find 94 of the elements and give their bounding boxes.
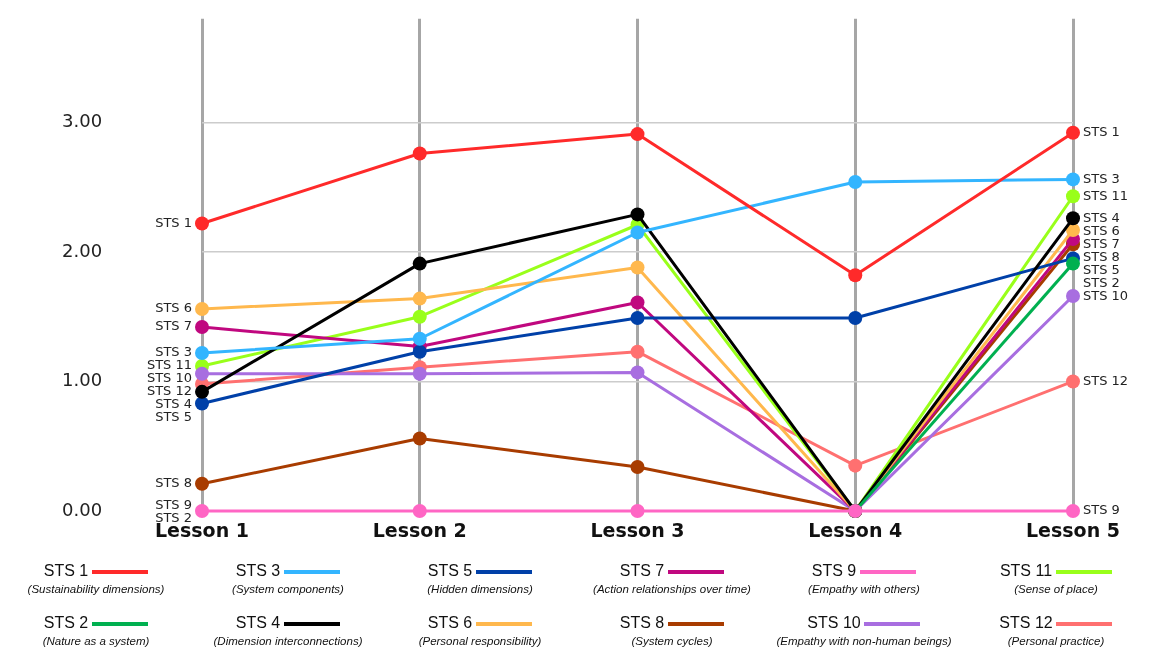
legend-label: STS 8	[619, 614, 665, 632]
legend-label: STS 10	[807, 614, 861, 632]
annotation: STS 4	[1083, 209, 1120, 225]
annotation: STS 6	[1083, 222, 1120, 238]
annotation: STS 7	[155, 318, 192, 334]
annotation: STS 11	[1083, 187, 1129, 203]
point	[195, 504, 209, 518]
point	[848, 175, 863, 189]
annotation: STS 8	[1083, 248, 1120, 264]
legend-label: STS 4	[235, 614, 281, 632]
text: (Nature as a system)	[42, 635, 150, 647]
point	[195, 301, 209, 316]
point	[630, 207, 645, 222]
y-tick-label: 2.00	[62, 239, 103, 261]
point	[195, 384, 209, 399]
point	[630, 365, 645, 380]
x-tick-label: Lesson 4	[808, 519, 903, 542]
legend-label: STS 2	[43, 614, 89, 632]
y-tick-label: 3.00	[62, 110, 103, 132]
x-tick-label: Lesson 3	[590, 519, 685, 542]
annotation: STS 10	[146, 370, 192, 386]
annotation: STS 11	[146, 357, 192, 373]
point	[630, 344, 645, 359]
point	[195, 366, 209, 381]
point	[1066, 211, 1080, 226]
point	[630, 459, 645, 474]
x-tick-label: Lesson 2	[372, 519, 467, 542]
y-tick-label: 1.00	[62, 369, 103, 391]
legend-label: STS 12	[999, 614, 1053, 632]
annotation: STS 4	[155, 396, 192, 412]
annotation: STS 5	[1083, 261, 1120, 277]
annotation: STS 5	[155, 409, 192, 425]
text: (System components)	[232, 583, 344, 595]
point	[412, 504, 427, 518]
point	[1066, 256, 1080, 271]
point	[630, 127, 645, 142]
point	[195, 476, 209, 491]
legend-label: STS 1	[43, 562, 89, 580]
text: (Empathy with non-human beings)	[776, 635, 952, 647]
legend-label: STS 5	[427, 562, 473, 580]
point	[1066, 189, 1080, 204]
text: (Action relationships over time)	[593, 583, 751, 595]
text: (Personal practice)	[1007, 635, 1105, 647]
annotation: STS 9	[155, 497, 192, 513]
point	[630, 295, 645, 310]
text: (System cycles)	[631, 635, 713, 647]
point	[195, 320, 209, 335]
point	[1066, 172, 1080, 187]
point	[848, 311, 863, 326]
point	[412, 291, 427, 306]
annotation: STS 10	[1083, 287, 1129, 303]
text: (Dimension interconnections)	[213, 635, 363, 647]
point	[630, 504, 645, 518]
point	[412, 146, 427, 161]
annotation: STS 3	[1083, 170, 1120, 186]
point	[1066, 504, 1080, 518]
text: (Sustainability dimensions)	[27, 583, 165, 595]
annotation: STS 1	[1083, 124, 1120, 140]
text: (Sense of place)	[1014, 583, 1098, 595]
point	[412, 331, 427, 346]
annotation: STS 12	[146, 383, 192, 399]
y-tick-label: 0.00	[62, 498, 103, 520]
annotation: STS 8	[155, 475, 192, 491]
point	[412, 344, 427, 359]
point	[848, 458, 863, 473]
legend-label: STS 9	[811, 562, 857, 580]
point	[195, 345, 209, 360]
point	[412, 431, 427, 446]
point	[630, 260, 645, 275]
point	[630, 225, 645, 240]
point	[412, 256, 427, 271]
legend-label: STS 3	[235, 562, 281, 580]
legend-label: STS 6	[427, 614, 473, 632]
text: (Empathy with others)	[808, 583, 920, 595]
annotation: STS 7	[1083, 235, 1120, 251]
annotation: STS 1	[155, 214, 192, 230]
annotation: STS 3	[155, 344, 192, 360]
point	[195, 216, 209, 231]
point	[1066, 288, 1080, 303]
annotation: STS 2	[1083, 274, 1120, 290]
annotation: STS 9	[1083, 502, 1120, 518]
point	[1066, 125, 1080, 140]
annotation: STS 6	[155, 300, 192, 316]
text: (Hidden dimensions)	[427, 583, 533, 595]
text: (Personal responsibility)	[418, 635, 542, 647]
legend-label: STS 11	[999, 562, 1053, 580]
x-tick-label: Lesson 5	[1025, 519, 1121, 542]
point	[630, 311, 645, 326]
point	[412, 309, 427, 324]
point	[848, 268, 863, 283]
annotation: STS 12	[1083, 372, 1129, 388]
point	[1066, 374, 1080, 389]
legend-label: STS 7	[619, 562, 665, 580]
point	[412, 366, 427, 381]
